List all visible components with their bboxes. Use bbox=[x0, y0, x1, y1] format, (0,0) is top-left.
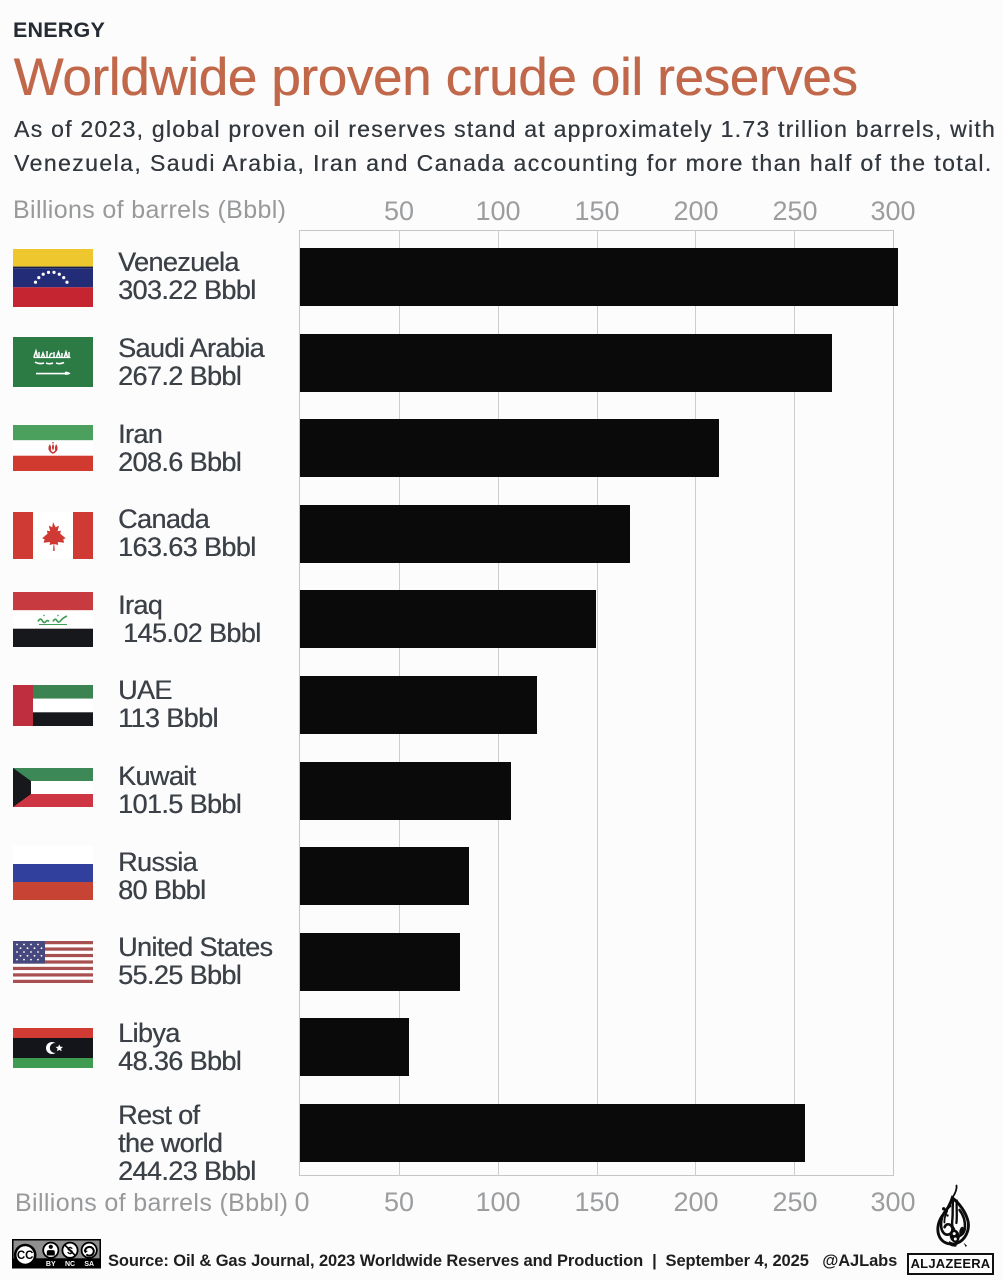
svg-text:NC: NC bbox=[65, 1261, 75, 1268]
svg-text:CC: CC bbox=[17, 1250, 34, 1262]
svg-text:SA: SA bbox=[84, 1261, 94, 1268]
svg-text:BY: BY bbox=[46, 1261, 56, 1268]
